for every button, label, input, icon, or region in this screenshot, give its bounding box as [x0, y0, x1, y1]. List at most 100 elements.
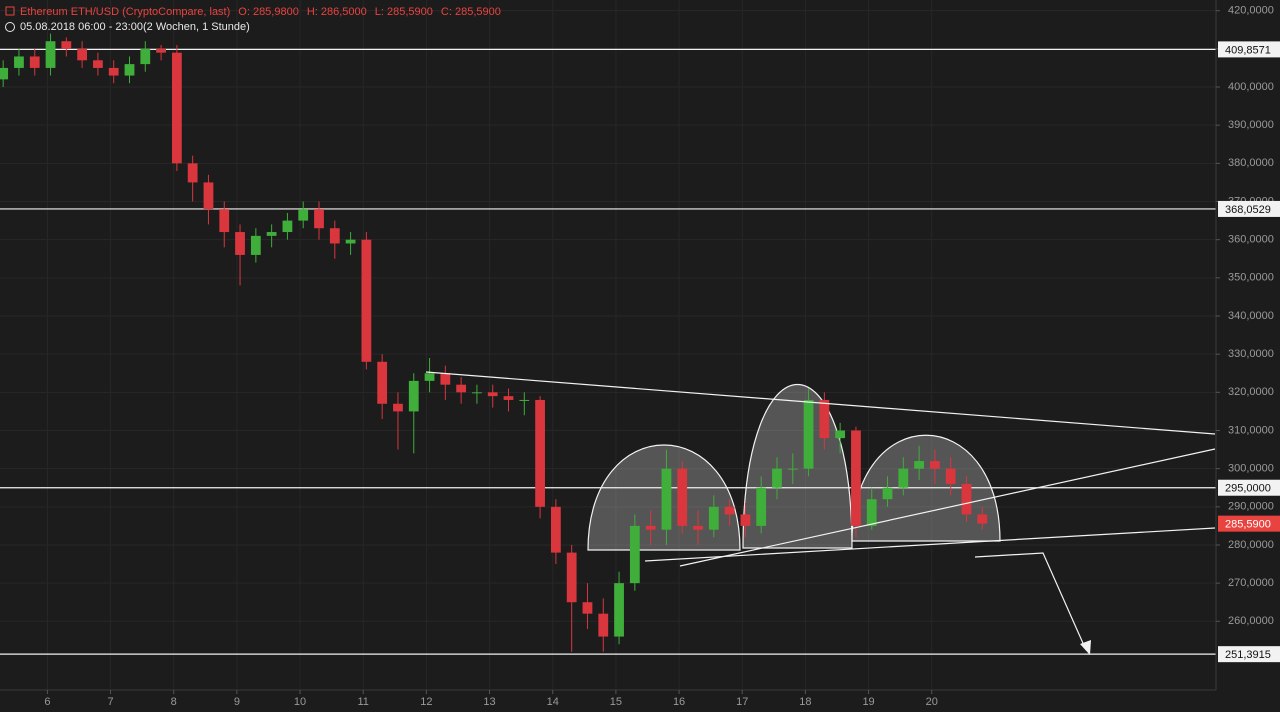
candle-body — [882, 487, 893, 500]
neckline — [644, 527, 1216, 562]
period: 05.08.2018 06:00 - 23:00 — [20, 21, 143, 33]
candle-body — [851, 430, 861, 526]
level-label-box — [1218, 479, 1280, 496]
y-tick-label: 340,0000 — [1228, 310, 1274, 322]
candle-body — [598, 613, 609, 637]
candle-body — [550, 506, 561, 553]
y-tick-label: 390,0000 — [1228, 119, 1274, 131]
trend-lines — [425, 371, 1216, 655]
candle-body — [930, 461, 940, 469]
title: Ethereum ETH/USD (CryptoCompare, last) — [20, 6, 230, 18]
candle-body — [819, 399, 830, 439]
level-label-box — [1218, 200, 1280, 217]
x-tick-label: 15 — [610, 696, 622, 708]
candle-body — [45, 41, 56, 68]
candle-body — [298, 209, 309, 221]
candle-body — [535, 399, 545, 507]
candle-body — [140, 48, 151, 65]
candle-body — [914, 461, 925, 469]
arrow-head — [1080, 640, 1091, 655]
candle-body — [187, 163, 198, 183]
y-tick-label: 400,0000 — [1228, 81, 1274, 93]
candle-body — [566, 552, 577, 603]
candle-body — [472, 392, 482, 394]
candle-body — [582, 602, 593, 614]
candle-body — [235, 232, 245, 255]
x-tick-label: 17 — [736, 696, 748, 708]
candle-body — [977, 514, 988, 524]
icon — [5, 6, 15, 16]
level-label: 251,3915 — [1225, 649, 1271, 661]
target-arrow — [974, 552, 1087, 651]
candle-body — [408, 380, 419, 412]
candle-body — [772, 468, 782, 488]
x-tick-label: 19 — [862, 696, 874, 708]
candle-body — [393, 403, 403, 412]
candle-body — [708, 506, 719, 530]
candle-body — [108, 67, 119, 76]
x-tick-label: 12 — [420, 696, 432, 708]
candle-body — [503, 396, 514, 400]
x-tick-label: 16 — [673, 696, 685, 708]
y-tick-label: 350,0000 — [1228, 272, 1274, 284]
candle-body — [898, 468, 909, 488]
candle-body — [835, 430, 846, 439]
candle-body — [440, 373, 451, 385]
candle-body — [124, 64, 135, 76]
y-tick-label: 280,0000 — [1228, 539, 1274, 551]
candle-body — [266, 232, 277, 236]
candles — [0, 33, 988, 652]
candle-body — [0, 67, 9, 80]
x-tick-label: 9 — [234, 696, 240, 708]
y-tick-label: 290,0000 — [1228, 501, 1274, 513]
x-tick-label: 6 — [44, 696, 50, 708]
candle-body — [329, 228, 340, 244]
y-tick-label: 270,0000 — [1228, 577, 1274, 589]
candle-body — [29, 56, 40, 68]
candle-body — [645, 525, 656, 530]
ohlc-text: C: 285,5900 — [441, 6, 501, 18]
candle-body — [945, 468, 956, 484]
candle-body — [14, 56, 24, 68]
x-tick-label: 13 — [483, 696, 495, 708]
candle-body — [724, 506, 735, 515]
level-label: 368,0529 — [1225, 204, 1271, 216]
clock-icon — [5, 22, 15, 32]
ohlc-text: H: 286,5000 — [307, 6, 367, 18]
candle-body — [361, 239, 372, 362]
ohlc-text: O: 285,9800 — [238, 6, 299, 18]
x-tick-label: 14 — [547, 696, 559, 708]
candle-body — [456, 384, 467, 393]
candle-body — [487, 392, 498, 397]
x-tick-label: 7 — [107, 696, 113, 708]
candle-body — [250, 235, 261, 255]
y-tick-label: 260,0000 — [1228, 615, 1274, 627]
last-price-label: 285,5900 — [1225, 519, 1271, 531]
candle-body — [661, 468, 672, 530]
x-tick-label: 11 — [358, 696, 369, 708]
candle-body — [961, 483, 972, 515]
candle-body — [677, 468, 688, 526]
y-tick-label: 300,0000 — [1228, 463, 1274, 475]
candle-body — [693, 525, 703, 530]
candle-body — [345, 239, 356, 244]
interval: (2 Wochen, 1 Stunde) — [143, 21, 250, 33]
candle-body — [203, 182, 214, 210]
header: Ethereum ETH/USD (CryptoCompare, last) 0… — [5, 6, 250, 33]
candle-body — [314, 209, 324, 229]
candle-body — [866, 499, 877, 526]
candle-body — [787, 468, 798, 470]
resistance-line — [425, 371, 1216, 435]
candle-body — [282, 220, 293, 233]
candle-body — [803, 399, 814, 469]
candle-body — [629, 525, 640, 584]
candle-body — [424, 373, 435, 381]
y-tick-label: 320,0000 — [1228, 386, 1274, 398]
candle-body — [77, 48, 88, 61]
y-tick-label: 330,0000 — [1228, 348, 1274, 360]
x-tick-label: 8 — [171, 696, 177, 708]
y-tick-label: 380,0000 — [1228, 157, 1274, 169]
candle-body — [156, 48, 166, 53]
